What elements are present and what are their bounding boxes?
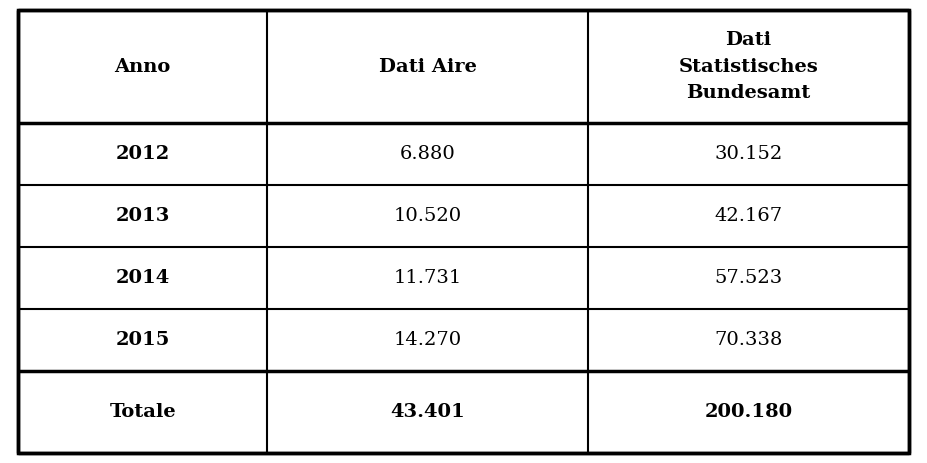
Text: 10.520: 10.520 [394,207,462,225]
Text: Dati
Statistisches
Bundesamt: Dati Statistisches Bundesamt [679,31,819,102]
Text: 57.523: 57.523 [715,269,782,287]
Text: 70.338: 70.338 [715,331,782,349]
Text: 43.401: 43.401 [390,403,465,421]
Text: 30.152: 30.152 [715,145,782,163]
Text: 6.880: 6.880 [400,145,456,163]
Text: 200.180: 200.180 [705,403,793,421]
Text: 14.270: 14.270 [394,331,462,349]
Text: 42.167: 42.167 [715,207,782,225]
Text: Anno: Anno [115,58,171,75]
Text: 2014: 2014 [116,269,170,287]
Text: Dati Aire: Dati Aire [379,58,476,75]
Text: Totale: Totale [109,403,176,421]
Text: 2012: 2012 [116,145,170,163]
Text: 11.731: 11.731 [394,269,462,287]
Text: 2013: 2013 [116,207,170,225]
Text: 2015: 2015 [116,331,170,349]
